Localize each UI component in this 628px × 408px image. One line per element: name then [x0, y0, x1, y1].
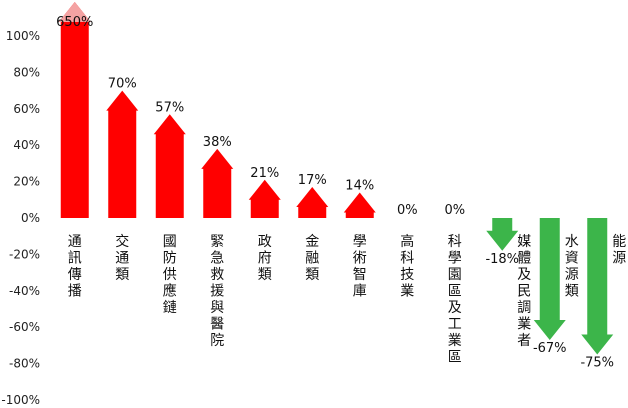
bars-group	[58, 2, 614, 355]
data-label: 650%	[56, 15, 93, 30]
data-label: 0%	[444, 203, 465, 218]
bar-12	[581, 218, 614, 355]
bar-clipped-tip	[58, 2, 91, 22]
category-label: 能源	[612, 234, 626, 267]
bar-6	[296, 187, 329, 218]
category-label: 國防供應鏈	[163, 234, 177, 316]
bar-5	[248, 179, 281, 218]
data-label: 38%	[203, 135, 232, 150]
data-label: 21%	[250, 166, 279, 181]
category-label: 緊急救援與醫院	[210, 234, 224, 349]
y-axis: 100% 80% 60% 40% 20% 0% -20% -40% -60% -80% -100%	[1, 29, 40, 407]
bar-4	[201, 148, 234, 218]
data-label: 57%	[155, 100, 184, 115]
data-labels-group: 650% 70% 57% 38% 21% 17% 14% 0% 0% -18% -67% -75%	[56, 15, 614, 371]
category-label: 交通類	[115, 233, 129, 283]
bar-11	[533, 218, 566, 340]
y-tick-label: -100%	[1, 393, 40, 407]
y-tick-label: -80%	[9, 357, 40, 371]
data-label: 17%	[298, 173, 327, 188]
category-label: 金融類	[305, 234, 319, 283]
y-tick-label: -60%	[9, 320, 40, 334]
category-label: 媒體及民調業者	[517, 234, 531, 349]
category-label: 政府類	[258, 234, 272, 283]
y-tick-label: -20%	[9, 247, 40, 261]
bar-10	[486, 218, 519, 251]
y-tick-label: 0%	[21, 211, 40, 225]
data-label: 0%	[397, 203, 418, 218]
y-tick-label: 100%	[6, 29, 40, 43]
data-label: -18%	[485, 252, 519, 267]
category-label: 學術智庫	[353, 234, 367, 300]
data-label: 14%	[345, 179, 374, 194]
data-label: 70%	[108, 77, 137, 92]
bar-7	[343, 192, 376, 218]
data-label: -75%	[580, 356, 614, 371]
y-tick-label: 40%	[13, 138, 40, 152]
category-label: 高科技業	[400, 233, 414, 300]
y-tick-label: 60%	[13, 102, 40, 116]
bar-3	[153, 114, 186, 218]
bar-2	[106, 90, 139, 218]
y-tick-label: 80%	[13, 65, 40, 79]
bar-1	[58, 2, 91, 218]
y-tick-label: -40%	[9, 284, 40, 298]
category-label: 水資源類	[565, 234, 579, 300]
category-labels-group: 通訊傳播 交通類 國防供應鏈 緊急救援與醫院 政府類 金融類 學術智庫 高科技業 科學園區及工業…	[68, 233, 627, 366]
data-label: -67%	[533, 341, 567, 356]
category-label: 通訊傳播	[68, 234, 82, 300]
category-label: 科學園區及工業區	[448, 234, 462, 366]
y-tick-label: 20%	[13, 175, 40, 189]
